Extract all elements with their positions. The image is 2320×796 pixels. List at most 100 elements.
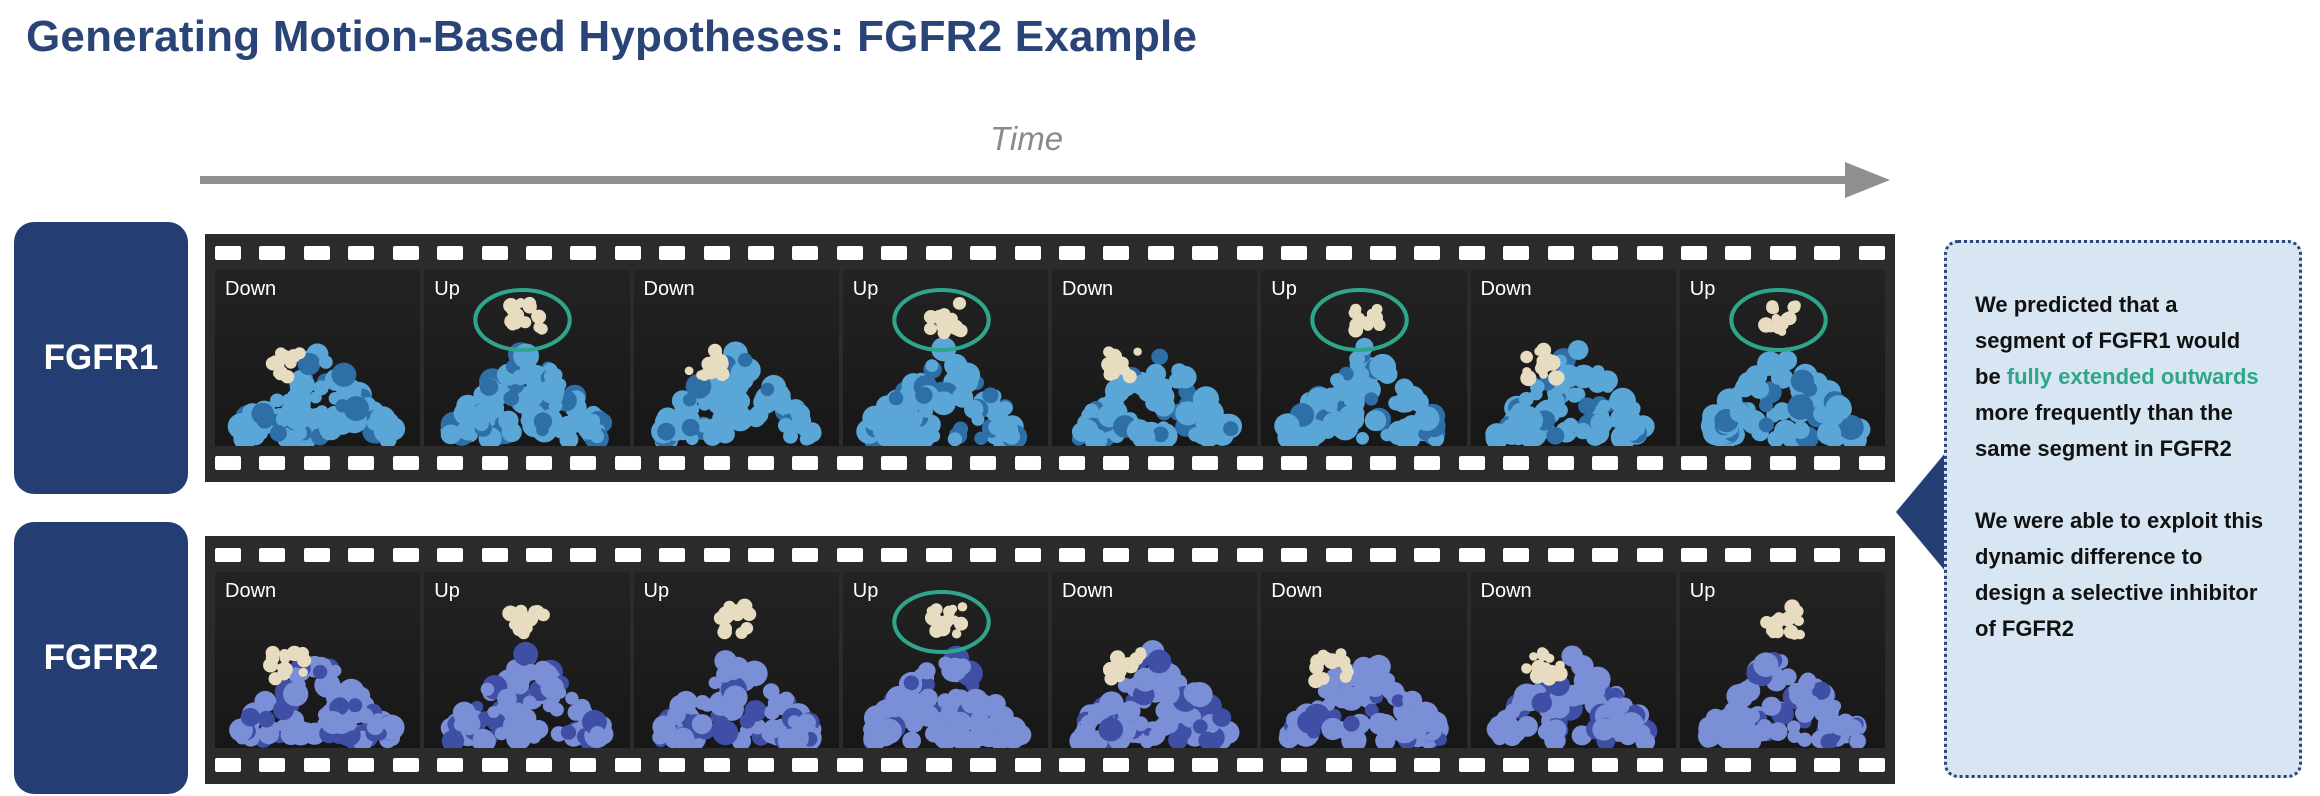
film-perforation — [836, 548, 863, 562]
highlight-circle — [1729, 288, 1828, 352]
film-perforation — [614, 758, 641, 772]
film-perforation — [1103, 246, 1130, 260]
film-perforation — [437, 246, 464, 260]
film-perforation — [215, 246, 241, 260]
frame-state-label: Up — [434, 278, 460, 300]
film-frame: Up — [633, 572, 839, 748]
film-perforation — [1592, 246, 1619, 260]
film-perforation — [1503, 758, 1530, 772]
frame-state-label: Down — [225, 278, 277, 300]
film-perforation — [925, 456, 952, 470]
film-perforation — [1858, 758, 1885, 772]
film-perforation — [970, 456, 997, 470]
film-perforation — [481, 246, 508, 260]
frame-state-label: Up — [1689, 580, 1716, 602]
film-perforation — [570, 246, 597, 260]
time-arrow-icon — [200, 162, 1890, 198]
film-perforation — [1503, 246, 1530, 260]
protein-structure-image — [1697, 599, 1867, 748]
frame-state-label: Down — [225, 580, 277, 602]
film-perforation — [1103, 456, 1130, 470]
film-perforation — [1636, 758, 1663, 772]
film-perforation — [1814, 548, 1841, 562]
film-perforation — [525, 548, 552, 562]
film-perforation — [1414, 548, 1441, 562]
film-perforation — [481, 548, 508, 562]
frame-state-label: Down — [1480, 278, 1532, 300]
protein-structure-image — [440, 604, 614, 748]
protein-structure-image — [1484, 340, 1655, 446]
frame-state-label: Down — [1271, 580, 1323, 602]
film-perforation — [748, 758, 775, 772]
film-perforation — [703, 758, 730, 772]
film-perforation — [1369, 456, 1396, 470]
film-perforation — [836, 456, 863, 470]
film-frame: Up — [1261, 270, 1467, 446]
film-perforation — [1014, 548, 1041, 562]
film-perforation — [1369, 548, 1396, 562]
film-perforation — [1236, 548, 1263, 562]
film-perforation — [1103, 758, 1130, 772]
time-label: Time — [990, 120, 1064, 157]
page-title: Generating Motion-Based Hypotheses: FGFR… — [26, 12, 1198, 61]
filmstrip-fgfr1: Down Up Down Up Down Up Down Up — [205, 234, 1895, 482]
film-perforation — [1725, 548, 1752, 562]
frame-state-label: Down — [1062, 580, 1114, 602]
film-perforation — [881, 758, 908, 772]
film-perforation — [481, 456, 508, 470]
film-perforation — [215, 758, 241, 772]
film-perforation — [437, 548, 464, 562]
film-frame: Up — [424, 572, 630, 748]
film-perforations-top — [215, 246, 1885, 260]
film-perforation — [1547, 246, 1574, 260]
film-perforation — [1858, 246, 1885, 260]
film-frame: Up — [842, 270, 1048, 446]
protein-structure-image — [1278, 648, 1450, 748]
frame-state-label: Up — [1271, 278, 1297, 300]
frame-state-label: Up — [643, 580, 670, 602]
film-frame: Up — [1679, 270, 1885, 446]
frame-state-label: Up — [852, 278, 879, 300]
callout-paragraph-1: We predicted that a segment of FGFR1 wou… — [1975, 287, 2271, 467]
film-perforation — [392, 548, 419, 562]
film-perforation — [881, 246, 908, 260]
film-perforation — [1369, 758, 1396, 772]
film-perforation — [1680, 246, 1707, 260]
film-perforation — [1636, 246, 1663, 260]
film-perforation — [570, 758, 597, 772]
film-perforation — [970, 548, 997, 562]
row-label-fgfr1: FGFR1 — [14, 222, 188, 494]
film-perforation — [1547, 548, 1574, 562]
film-frame: Down — [1052, 270, 1258, 446]
film-perforation — [1325, 548, 1352, 562]
filmstrip-fgfr2: Down Up Up Up Down Down Down Up — [205, 536, 1895, 784]
film-frames: Down Up Up Up Down Down Down Up — [215, 572, 1885, 748]
film-perforation — [525, 758, 552, 772]
frame-state-label: Down — [1062, 278, 1114, 300]
film-perforation — [836, 246, 863, 260]
frame-state-label: Up — [852, 580, 879, 602]
film-perforation — [481, 758, 508, 772]
protein-structure-image — [651, 598, 822, 748]
film-perforation — [748, 246, 775, 260]
film-perforation — [1059, 758, 1086, 772]
film-perforation — [970, 246, 997, 260]
film-perforation — [792, 758, 819, 772]
film-perforation — [1592, 758, 1619, 772]
film-perforation — [659, 548, 686, 562]
film-perforation — [1858, 456, 1885, 470]
film-perforation — [1236, 758, 1263, 772]
film-perforation — [748, 548, 775, 562]
film-perforation — [1458, 758, 1485, 772]
film-frame: Down — [215, 270, 421, 446]
protein-structure-image — [1486, 645, 1657, 748]
film-perforation — [925, 758, 952, 772]
highlight-circle — [892, 288, 991, 352]
film-perforation — [1236, 246, 1263, 260]
film-perforation — [215, 456, 241, 470]
film-perforation — [1769, 456, 1796, 470]
film-perforation — [1059, 548, 1086, 562]
film-perforation — [1458, 246, 1485, 260]
highlight-circle — [473, 288, 573, 352]
film-perforation — [1236, 456, 1263, 470]
